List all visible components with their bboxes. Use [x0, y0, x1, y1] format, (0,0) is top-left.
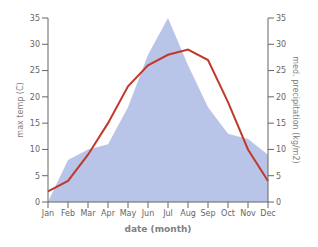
svg-text:Dec: Dec	[260, 209, 275, 218]
svg-text:5: 5	[276, 172, 281, 181]
svg-text:0: 0	[35, 198, 40, 207]
svg-text:35: 35	[30, 14, 40, 23]
svg-text:25: 25	[30, 66, 40, 75]
svg-text:0: 0	[276, 198, 281, 207]
svg-text:30: 30	[276, 40, 286, 49]
svg-text:15: 15	[30, 119, 40, 128]
svg-text:Feb: Feb	[61, 209, 75, 218]
svg-text:Jan: Jan	[41, 209, 54, 218]
svg-text:20: 20	[276, 93, 286, 102]
svg-text:20: 20	[30, 93, 40, 102]
svg-text:Nov: Nov	[240, 209, 256, 218]
svg-text:May: May	[120, 209, 137, 218]
svg-text:35: 35	[276, 14, 286, 23]
svg-text:Apr: Apr	[101, 209, 116, 218]
svg-text:Aug: Aug	[180, 209, 196, 218]
svg-text:30: 30	[30, 40, 40, 49]
svg-text:Jun: Jun	[141, 209, 155, 218]
svg-text:10: 10	[276, 145, 286, 154]
svg-text:Mar: Mar	[80, 209, 96, 218]
svg-text:5: 5	[35, 172, 40, 181]
svg-text:max temp (C): max temp (C)	[16, 82, 25, 137]
svg-text:15: 15	[276, 119, 286, 128]
svg-text:25: 25	[276, 66, 286, 75]
svg-text:10: 10	[30, 145, 40, 154]
svg-text:med. precipitation (kg/m2): med. precipitation (kg/m2)	[291, 56, 300, 163]
svg-text:date (month): date (month)	[125, 224, 192, 234]
svg-text:Oct: Oct	[221, 209, 235, 218]
svg-text:Jul: Jul	[162, 209, 173, 218]
svg-text:Sep: Sep	[200, 209, 215, 218]
